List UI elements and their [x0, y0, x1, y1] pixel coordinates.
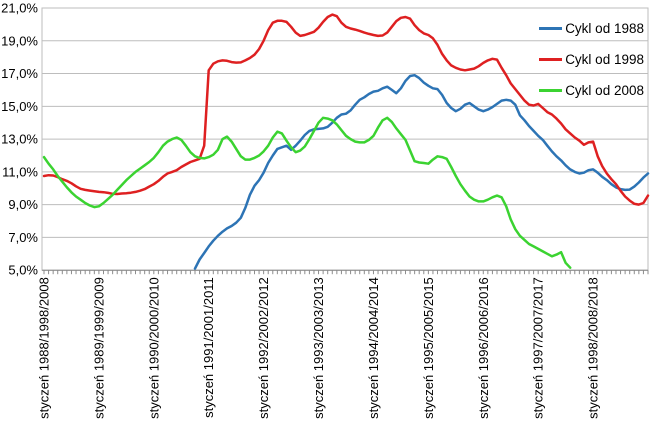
- legend-label: Cykl od 1998: [565, 51, 644, 67]
- series-line-cykl-od-1988: [193, 73, 650, 270]
- x-tick-label: styczeń 1998/2008/2018: [586, 277, 601, 419]
- legend-item-cykl-od-2008: Cykl od 2008: [539, 81, 648, 99]
- legend-line-sample-blue: [539, 26, 563, 30]
- x-tick-label: styczeń 1992/2002/2012: [256, 277, 271, 419]
- series-line-cykl-od-1998: [42, 13, 650, 206]
- y-tick-label: 11,0%: [2, 164, 38, 179]
- x-tick-label: styczeń 1989/1999/2009: [91, 277, 106, 419]
- x-tick-label: styczeń 1990/2000/2010: [146, 277, 161, 419]
- x-tick-label: styczeń 1993/2003/2013: [311, 277, 326, 419]
- y-tick-label: 21,0%: [1, 1, 38, 16]
- legend-line-sample-green: [539, 88, 563, 92]
- x-tick-label: styczeń 1988/1998/2008: [37, 277, 52, 419]
- y-tick-label: 5,0%: [8, 263, 38, 278]
- legend-item-cykl-od-1998: Cykl od 1998: [539, 50, 648, 68]
- legend-label: Cykl od 1988: [565, 20, 644, 36]
- y-tick-label: 7,0%: [8, 230, 38, 245]
- y-tick-label: 15,0%: [1, 99, 38, 114]
- series-line-cykl-od-2008: [42, 116, 572, 269]
- legend-label: Cykl od 2008: [565, 82, 644, 98]
- y-tick-label: 13,0%: [1, 132, 38, 147]
- x-tick-label: styczeń 1995/2005/2015: [421, 277, 436, 419]
- y-tick-label: 9,0%: [8, 197, 38, 212]
- x-tick-label: styczeń 1994/2004/2014: [366, 277, 381, 419]
- x-tick-label: styczeń 1997/2007/2017: [531, 277, 546, 419]
- y-tick-label: 19,0%: [1, 33, 38, 48]
- legend-item-cykl-od-1988: Cykl od 1988: [539, 19, 648, 37]
- legend-line-sample-red: [539, 57, 563, 61]
- x-tick-label: styczeń 1991/2001/2011: [201, 277, 216, 418]
- y-tick-label: 17,0%: [1, 66, 38, 81]
- chart-legend: Cykl od 1988 Cykl od 1998 Cykl od 2008: [539, 19, 648, 99]
- x-tick-label: styczeń 1996/2006/2016: [476, 277, 491, 419]
